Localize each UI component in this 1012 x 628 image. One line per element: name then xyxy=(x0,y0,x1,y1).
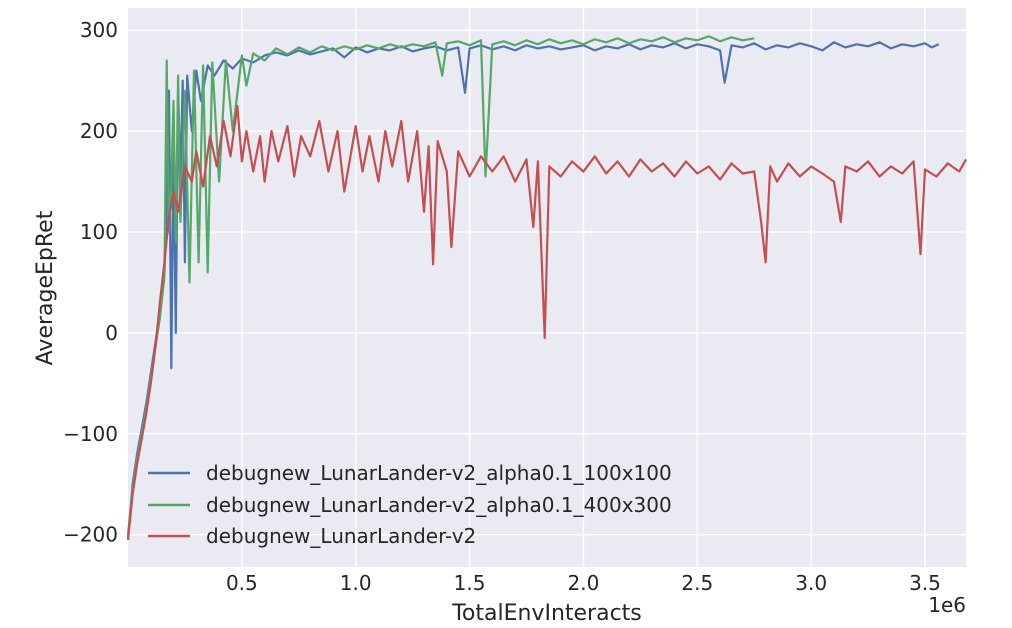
series-layer xyxy=(126,35,967,540)
x-tick-label: 3.5 xyxy=(909,571,941,595)
series-line-2 xyxy=(126,104,967,540)
y-tick-label: 100 xyxy=(80,220,118,244)
legend: debugnew_LunarLander-v2_alpha0.1_100x100… xyxy=(148,461,672,548)
y-tick-label: 200 xyxy=(80,119,118,143)
x-tick-label: 0.5 xyxy=(226,571,258,595)
x-axis-offset-label: 1e6 xyxy=(928,593,966,617)
series-line-1 xyxy=(126,35,755,535)
y-tick-label: 300 xyxy=(80,18,118,42)
y-axis-label: AverageEpRet xyxy=(33,210,58,365)
x-tick-label: 1.0 xyxy=(340,571,372,595)
legend-entry-0: debugnew_LunarLander-v2_alpha0.1_100x100 xyxy=(206,461,672,485)
legend-entry-1: debugnew_LunarLander-v2_alpha0.1_400x300 xyxy=(206,493,672,517)
x-tick-label: 2.0 xyxy=(568,571,600,595)
tick-labels: 0.5 1.0 1.5 2.0 2.5 3.0 3.5 300 200 100 0 −100 −200 xyxy=(63,18,941,595)
x-tick-label: 1.5 xyxy=(454,571,486,595)
x-tick-label: 3.0 xyxy=(795,571,827,595)
x-axis-label: TotalEnvInteracts xyxy=(451,601,642,626)
x-tick-label: 2.5 xyxy=(681,571,713,595)
y-tick-label: −200 xyxy=(63,523,118,547)
y-tick-label: 0 xyxy=(105,321,118,345)
legend-entry-2: debugnew_LunarLander-v2 xyxy=(206,524,476,548)
y-tick-label: −100 xyxy=(63,422,118,446)
